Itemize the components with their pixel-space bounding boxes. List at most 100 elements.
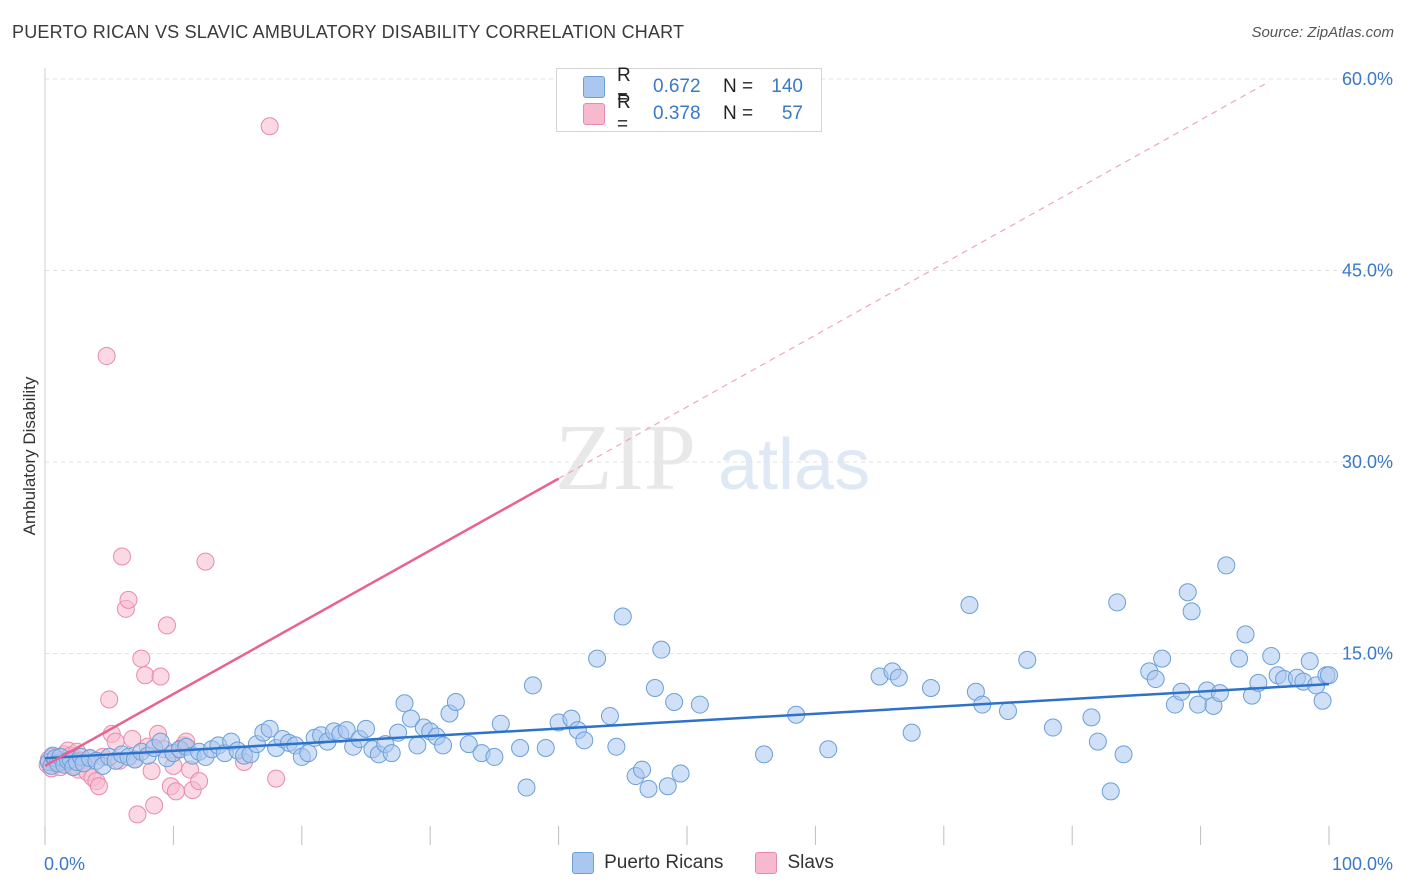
series-legend: Puerto Ricans Slavs [0, 852, 1406, 874]
slavs-trend-line [44, 477, 560, 767]
puerto-ricans-point [607, 737, 626, 756]
puerto-ricans-point [401, 709, 420, 728]
puerto-ricans-point [639, 779, 658, 798]
x-tick-label: 0.0% [44, 854, 85, 874]
legend-item-slavs[interactable]: Slavs [755, 852, 834, 874]
r-label: R = [617, 92, 631, 135]
puerto-ricans-point [1300, 652, 1319, 671]
axes [44, 68, 1330, 845]
legend-row-puerto-ricans: R = 0.672 N = 140 [583, 65, 803, 108]
puerto-ricans-point [1146, 670, 1165, 689]
r-label: R = [617, 65, 631, 108]
slavs-point [128, 805, 147, 824]
slavs-point [113, 547, 132, 566]
puerto-ricans-point [446, 693, 465, 712]
chart-title: PUERTO RICAN VS SLAVIC AMBULATORY DISABI… [12, 22, 685, 42]
legend-item-puerto-ricans[interactable]: Puerto Ricans [572, 852, 723, 874]
puerto-ricans-point [613, 607, 632, 626]
tick-labels: 15.0% 30.0% 45.0% 60.0% 0.0% 100.0% [44, 69, 1393, 874]
watermark-atlas: atlas [718, 425, 870, 505]
n-value: 57 [781, 103, 803, 124]
puerto-ricans-point [523, 676, 542, 695]
pink-swatch [583, 103, 605, 125]
watermark-zip: ZIP [555, 406, 696, 510]
puerto-ricans-point [671, 764, 690, 783]
slavs-point [196, 552, 215, 571]
trend-lines [44, 83, 1330, 767]
puerto-ricans-point [1082, 708, 1101, 727]
puerto-ricans-point [1088, 732, 1107, 751]
slavs-point [119, 590, 138, 609]
slavs-point [100, 690, 119, 709]
puerto-ricans-point [517, 778, 536, 797]
puerto-ricans-point [299, 744, 318, 763]
source-label: Source: ZipAtlas.com [1251, 24, 1394, 41]
puerto-ricans-point [1101, 782, 1120, 801]
y-tick-label: 30.0% [1342, 452, 1393, 472]
puerto-ricans-point [151, 732, 170, 751]
x-tick-label: 100.0% [1332, 854, 1393, 874]
puerto-ricans-point [889, 668, 908, 687]
slavs-point [157, 616, 176, 635]
slavs-point [267, 769, 286, 788]
puerto-ricans-point [658, 777, 677, 796]
puerto-ricans-point [1236, 625, 1255, 644]
slavs-point [136, 666, 155, 685]
slavs-point [132, 649, 151, 668]
puerto-ricans-point [1313, 691, 1332, 710]
puerto-ricans-point [434, 736, 453, 755]
puerto-ricans-point [1230, 649, 1249, 668]
legend-label: Slavs [787, 852, 834, 873]
slavs-point [145, 796, 164, 815]
slavs-point [89, 777, 108, 796]
puerto-ricans-point [575, 731, 594, 750]
slavs-point [97, 347, 116, 366]
puerto-ricans-point [633, 760, 652, 779]
puerto-ricans-point [921, 678, 940, 697]
puerto-ricans-point [511, 738, 530, 757]
puerto-ricans-point [600, 707, 619, 726]
blue-swatch [583, 76, 605, 98]
puerto-ricans-point [1114, 745, 1133, 764]
puerto-ricans-point [1262, 647, 1281, 666]
slavs-point [151, 667, 170, 686]
puerto-ricans-point [1217, 556, 1236, 575]
puerto-ricans-point [1178, 583, 1197, 602]
puerto-ricans-point [999, 701, 1017, 720]
puerto-ricans-point [1108, 593, 1127, 612]
puerto-ricans-point [1182, 602, 1201, 621]
puerto-ricans-point [645, 678, 664, 697]
slavs-point [142, 761, 161, 780]
y-tick-label: 15.0% [1342, 644, 1393, 664]
n-label: N = [723, 103, 754, 124]
puerto-ricans-point [382, 744, 401, 763]
puerto-ricans-point [819, 740, 838, 759]
puerto-ricans-point [536, 738, 555, 757]
puerto-ricans-point [1043, 718, 1062, 737]
n-label: N = [723, 76, 754, 97]
blue-swatch [572, 852, 595, 874]
y-tick-label: 60.0% [1342, 69, 1393, 89]
watermark: ZIP atlas [555, 406, 870, 510]
puerto-ricans-point [395, 694, 414, 713]
puerto-ricans-point [485, 747, 504, 766]
slavs-point [190, 772, 209, 791]
puerto-ricans-point [260, 719, 279, 738]
puerto-ricans-point [491, 714, 510, 733]
pink-swatch [755, 852, 778, 874]
puerto-ricans-point [960, 595, 979, 614]
y-tick-label: 45.0% [1342, 261, 1393, 281]
puerto-ricans-point [1153, 649, 1172, 668]
n-value: 140 [771, 76, 803, 97]
puerto-ricans-point [1018, 650, 1037, 669]
puerto-ricans-points [39, 556, 1338, 801]
r-value: 0.378 [653, 103, 701, 124]
puerto-ricans-point [408, 736, 427, 755]
legend-label: Puerto Ricans [604, 852, 724, 873]
slavs-point [260, 117, 279, 136]
puerto-ricans-point [1210, 684, 1229, 703]
r-value: 0.672 [653, 76, 701, 97]
puerto-ricans-point [665, 693, 684, 712]
slavs-point [166, 782, 185, 801]
